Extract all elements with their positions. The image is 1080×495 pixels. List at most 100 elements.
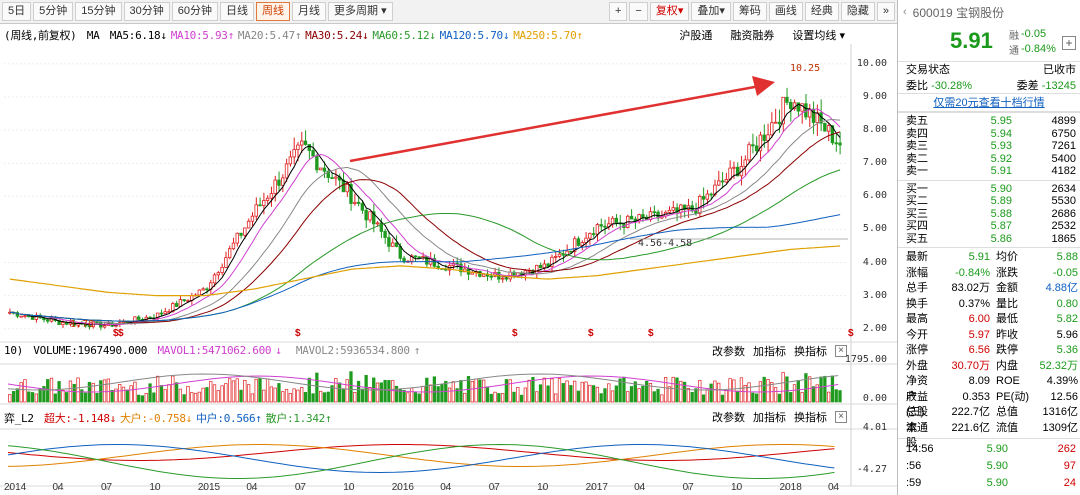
period-more[interactable]: 更多周期 ▾ — [328, 2, 393, 21]
close-icon[interactable]: × — [835, 411, 847, 423]
adjust-button[interactable]: 复权▾ — [649, 2, 690, 21]
candle-body — [735, 166, 740, 177]
ind-add-indicator[interactable]: 加指标 — [753, 412, 786, 424]
period-5day[interactable]: 5日 — [2, 2, 32, 21]
period-daily[interactable]: 日线 — [220, 2, 254, 21]
x-tick-label: 07 — [488, 482, 500, 493]
period-15min[interactable]: 15分钟 — [75, 2, 122, 21]
volume-bar — [428, 384, 433, 403]
order-row[interactable]: 买一 5.90 2634 — [898, 183, 1080, 196]
order-row[interactable]: 买四 5.87 2532 — [898, 220, 1080, 233]
volume-bar — [216, 390, 220, 403]
candle-body — [553, 256, 558, 258]
ind-switch-indicator[interactable]: 换指标 — [794, 412, 827, 424]
ma-settings-link[interactable]: 设置均线 ▾ — [792, 30, 845, 42]
volume-bar — [296, 389, 300, 403]
tick-row: 14:56 5.90 262 — [898, 441, 1080, 458]
candle-body — [182, 299, 186, 302]
period-30min[interactable]: 30分钟 — [123, 2, 170, 21]
order-row[interactable]: 卖五 5.95 4899 — [898, 115, 1080, 128]
volume-bar — [550, 378, 554, 403]
volume-bar — [315, 372, 319, 403]
stat-row: 外盘 30.70万 内盘 52.32万 — [898, 359, 1080, 375]
candle-body — [205, 288, 209, 291]
ma-item: MA120:5.70↓ — [439, 29, 510, 42]
order-row[interactable]: 卖四 5.94 6750 — [898, 128, 1080, 141]
candle-body — [61, 322, 65, 326]
volume-bar — [675, 377, 679, 403]
candle-body — [254, 204, 258, 217]
order-level: 卖四 — [906, 127, 928, 140]
chart-area[interactable]: 10.25 1.76 4.56-4.58 $ $ $ $ $ $ $ (周线,前复权) MA MA… — [0, 24, 897, 495]
vol-y-bottom: 0.00 — [862, 393, 887, 404]
order-row[interactable]: 卖二 5.92 5400 — [898, 153, 1080, 166]
vol-switch-indicator[interactable]: 换指标 — [794, 346, 827, 358]
period-60min[interactable]: 60分钟 — [171, 2, 218, 21]
volume-bar — [212, 384, 217, 403]
candle-body — [823, 122, 827, 132]
margin-link[interactable]: 融资融券 — [730, 30, 775, 42]
kline-chart[interactable]: 10.251.764.56-4.58$ $ $ $ $ $ $ — [0, 24, 897, 495]
volume-bar — [224, 383, 228, 403]
volume-bar — [277, 383, 281, 403]
candle-body — [379, 222, 384, 232]
candle-body — [186, 299, 190, 302]
ma-legend: (周线,前复权) MA MA5:6.18↓ MA10:5.93↑ MA20:5.47… — [4, 27, 591, 43]
price-change: -0.05 — [1021, 28, 1047, 40]
volume-bar — [394, 385, 399, 403]
volume-bar — [197, 391, 201, 403]
stat-cell: 流通股 — [906, 421, 928, 450]
volume-bar — [174, 382, 179, 403]
order-row[interactable]: 买三 5.88 2686 — [898, 208, 1080, 221]
level2-link[interactable]: 仅需20元查看十档行情 — [898, 94, 1080, 112]
stock-name: 宝钢股份 — [956, 5, 1005, 20]
candle-body — [292, 149, 296, 158]
order-row[interactable]: 卖一 5.91 4182 — [898, 165, 1080, 178]
volume-bar — [626, 391, 630, 403]
volume-bar — [830, 375, 835, 403]
volume-bar — [656, 388, 660, 403]
candle-body — [766, 134, 770, 141]
overlay-button[interactable]: 叠加▾ — [691, 2, 731, 21]
add-watchlist-icon[interactable]: + — [1062, 36, 1076, 50]
period-monthly[interactable]: 月线 — [292, 2, 326, 21]
volume-bar — [137, 394, 141, 403]
order-level: 卖一 — [906, 165, 928, 177]
vol-add-indicator[interactable]: 加指标 — [753, 346, 786, 358]
close-icon[interactable]: × — [835, 345, 847, 357]
stat-cell: -0.84% — [955, 266, 990, 279]
volume-bar — [95, 393, 99, 403]
stat-cell: 最低 — [996, 313, 1018, 325]
chips-button[interactable]: 筹码 — [732, 2, 767, 21]
zoom-in-button[interactable]: + — [608, 2, 628, 21]
volume-bar — [110, 389, 114, 403]
stat-cell: 最新 — [906, 251, 928, 263]
order-ratio: 委比 -30.28% 委差 -13245 — [898, 78, 1080, 94]
vol-edit-params[interactable]: 改参数 — [712, 346, 745, 358]
volume-bar — [542, 377, 546, 403]
sell-orders: 卖五 5.95 4899 卖四 5.94 6750 卖三 5.93 7261 卖二 5.92 5400… — [898, 112, 1080, 180]
zoom-out-button[interactable]: − — [629, 2, 648, 21]
classic-button[interactable]: 经典 — [804, 2, 839, 21]
volume-bar — [660, 394, 664, 403]
ind-edit-params[interactable]: 改参数 — [712, 412, 745, 424]
volume-bar — [645, 380, 649, 403]
period-5min[interactable]: 5分钟 — [33, 2, 74, 21]
candle-body — [201, 288, 205, 291]
expand-icon[interactable]: » — [876, 2, 895, 21]
volume-bar — [72, 383, 76, 403]
period-weekly[interactable]: 周线 — [256, 2, 290, 21]
volume-bar — [360, 388, 364, 403]
low-label: 1.76 — [70, 319, 94, 330]
volume-bar — [478, 379, 482, 403]
hide-button[interactable]: 隐藏 — [840, 2, 875, 21]
draw-line-button[interactable]: 画线 — [768, 2, 803, 21]
order-row[interactable]: 买二 5.89 5530 — [898, 195, 1080, 208]
order-row[interactable]: 买五 5.86 1865 — [898, 233, 1080, 246]
chevron-left-icon[interactable]: ‹ — [903, 6, 907, 18]
order-row[interactable]: 卖三 5.93 7261 — [898, 140, 1080, 153]
indicator-line — [7, 444, 835, 474]
candle-body — [227, 248, 232, 259]
stat-cell: 内盘 — [996, 359, 1018, 372]
hk-connect-link[interactable]: 沪股通 — [679, 30, 713, 42]
